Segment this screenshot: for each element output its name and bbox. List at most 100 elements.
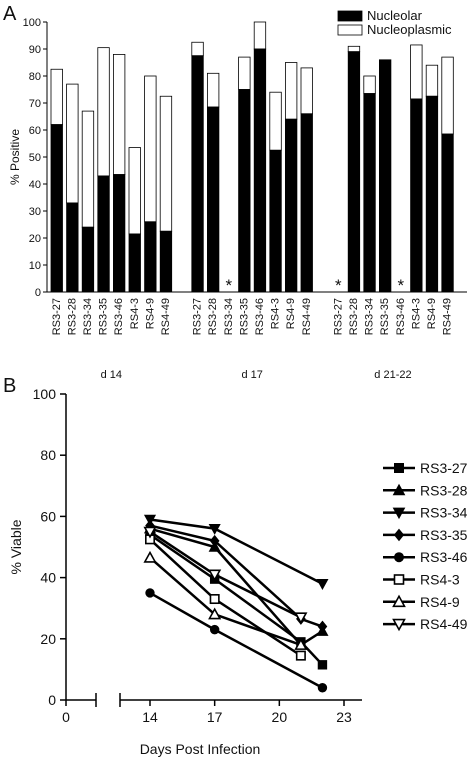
category-label: RS4-49 (301, 298, 313, 335)
y-tick-label: 10 (29, 260, 41, 272)
legend-swatch (337, 10, 363, 22)
bar-nucleolar (66, 202, 79, 293)
series-line-rs3-27 (149, 533, 324, 666)
legend-label: Nucleoplasmic (367, 22, 452, 37)
bar-nucleolar (81, 226, 95, 293)
group-label: d 21-22 (374, 369, 411, 381)
bar-nucleoplasmic (284, 62, 298, 120)
bar-nucleolar (206, 106, 220, 293)
y-axis-title: % Positive (8, 129, 22, 185)
y-tick-label: 80 (29, 71, 41, 83)
category-label: RS3-28 (348, 298, 360, 335)
x-tick-label: 14 (142, 709, 158, 725)
data-point-rs4-3 (209, 594, 220, 605)
bar-nucleoplasmic (50, 68, 63, 125)
data-point-rs4-49 (294, 612, 308, 625)
bar-nucleolar (97, 175, 110, 293)
bar-nucleolar (347, 51, 361, 293)
y-tick-label: 0 (48, 692, 56, 708)
legend-marker-rs4-3 (393, 574, 405, 585)
bar-nucleoplasmic (159, 95, 173, 232)
bar-nucleolar (410, 98, 423, 293)
data-point-rs4-9 (143, 550, 157, 563)
category-label: RS3-35 (238, 298, 250, 335)
y-tick-label: 80 (40, 447, 56, 463)
category-label: RS3-28 (207, 298, 219, 335)
data-point-rs4-49 (208, 569, 222, 582)
legend-marker-rs3-34 (392, 507, 406, 520)
x-tick-label: 23 (336, 709, 352, 725)
group-label: d 14 (101, 369, 122, 381)
bar-nucleoplasmic (441, 56, 454, 135)
x-tick-label: 17 (207, 709, 223, 725)
category-label: RS3-34 (364, 298, 376, 335)
category-label: RS3-34 (82, 298, 94, 335)
bar-nucleolar (238, 89, 251, 293)
y-tick-label: 60 (40, 508, 56, 524)
missing-data-asterisk: * (335, 276, 342, 295)
legend-label-rs4-9: RS4-9 (420, 594, 460, 610)
category-label: RS3-27 (51, 298, 63, 335)
bar-nucleoplasmic (113, 54, 126, 175)
data-point-rs4-9 (208, 607, 222, 620)
category-label: RS3-27 (192, 298, 204, 335)
category-label: RS4-3 (410, 298, 422, 329)
category-label: RS4-9 (426, 298, 438, 329)
bar-nucleoplasmic (97, 47, 110, 177)
bar-nucleolar (191, 55, 204, 293)
y-tick-label: 50 (29, 152, 41, 164)
bar-nucleolar (300, 113, 313, 293)
category-label: RS4-9 (285, 298, 297, 329)
group-label: d 17 (241, 369, 262, 381)
bar-nucleoplasmic (410, 44, 423, 100)
bar-nucleolar (363, 93, 376, 293)
y-tick-label: 70 (29, 98, 41, 110)
bar-nucleoplasmic (128, 147, 141, 235)
legend-marker-rs4-49 (392, 618, 406, 632)
x-tick-label: 20 (272, 709, 288, 725)
legend-marker-rs4-9 (392, 594, 406, 608)
bar-nucleoplasmic (425, 64, 439, 97)
legend-marker-rs3-27 (394, 463, 404, 473)
data-point-rs3-35 (317, 620, 328, 633)
y-axis-title: % Viable (8, 519, 24, 574)
bar-nucleolar (50, 124, 63, 293)
data-point-rs3-35 (209, 534, 220, 547)
bar-nucleolar (253, 48, 267, 293)
data-point-rs3-46 (145, 588, 155, 598)
category-label: RS3-46 (395, 298, 407, 335)
x-axis-title: Days Post Infection (140, 741, 261, 757)
data-point-rs4-49 (143, 526, 157, 539)
bar-nucleolar (128, 233, 141, 293)
series-line-rs4-9 (149, 556, 302, 647)
category-label: RS3-28 (66, 298, 78, 335)
category-label: RS4-3 (129, 298, 141, 329)
legend-label-rs3-27: RS3-27 (420, 460, 468, 476)
bar-nucleoplasmic (269, 91, 282, 151)
category-label: RS3-35 (98, 298, 110, 335)
data-point-rs3-34 (316, 579, 329, 590)
x-tick-label: 0 (62, 709, 70, 725)
y-tick-label: 100 (33, 386, 57, 402)
legend-marker-rs3-35 (393, 528, 405, 542)
bar-nucleolar (425, 95, 439, 293)
legend-swatch (337, 24, 363, 36)
bar-nucleoplasmic (347, 45, 361, 53)
data-point-rs4-9 (294, 638, 308, 650)
category-label: RS4-49 (442, 298, 454, 335)
y-tick-label: 20 (40, 631, 56, 647)
bar-nucleoplasmic (206, 72, 220, 108)
series-line-rs3-35 (149, 524, 323, 628)
panel-b-letter: B (3, 375, 16, 397)
missing-data-asterisk: * (397, 276, 404, 295)
bar-nucleoplasmic (144, 75, 157, 223)
legend-label-rs3-34: RS3-34 (420, 505, 468, 521)
y-tick-label: 20 (29, 233, 41, 245)
bar-nucleolar (441, 133, 454, 293)
bar-nucleoplasmic (81, 110, 95, 228)
legend-label-rs4-49: RS4-49 (420, 616, 468, 632)
category-label: RS4-49 (160, 298, 172, 335)
panel-a-letter: A (3, 3, 17, 25)
